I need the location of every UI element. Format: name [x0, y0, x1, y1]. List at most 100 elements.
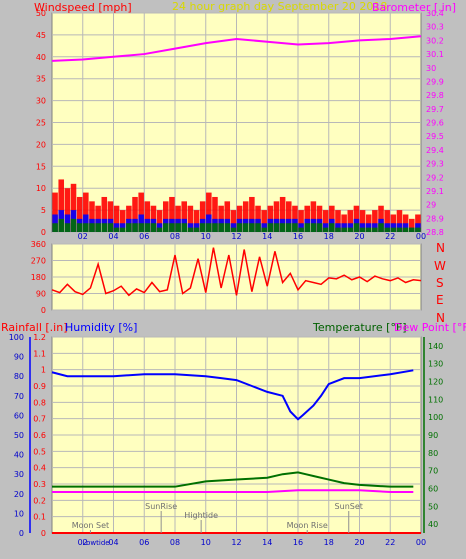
- wind-bar: [76, 223, 83, 232]
- wind-x-tick-label: 14: [262, 232, 272, 241]
- barometer-tick-label: 30.3: [426, 23, 444, 32]
- wind-bar: [390, 214, 397, 232]
- rainfall-axis-title: Rainfall [.in]: [1, 321, 68, 334]
- wind-bar: [279, 223, 286, 232]
- wind-x-tick-label: 02: [78, 232, 88, 241]
- wind-bar: [119, 227, 126, 232]
- barometer-tick-label: 29.6: [426, 119, 444, 128]
- temp-x-tick-label: 04: [108, 538, 118, 547]
- barometer-tick-label: 29.8: [426, 91, 444, 100]
- wind-bar: [52, 192, 58, 232]
- direction-label-s: S: [436, 276, 444, 290]
- wind-tick-label: 10: [36, 184, 46, 193]
- wind-bar: [415, 227, 421, 232]
- wind-bar: [89, 223, 95, 232]
- annotation-label: SunRise: [145, 502, 177, 511]
- wind-bar: [390, 227, 397, 232]
- wind-bar: [384, 210, 390, 232]
- temp-x-tick-label: 00: [416, 538, 426, 547]
- wind-bar: [144, 201, 151, 232]
- rain-tick-label: 0.9: [33, 382, 46, 391]
- wind-tick-label: 45: [36, 31, 46, 40]
- wind-tick-label: 20: [36, 140, 46, 149]
- temp-tick-label: 100: [428, 413, 443, 422]
- wind-bar: [70, 218, 77, 232]
- wind-bar: [372, 227, 378, 232]
- axis-labels: 0510152025303540455028.828.92929.129.229…: [9, 9, 444, 547]
- wind-x-tick-label: 06: [139, 232, 149, 241]
- wind-bar: [409, 218, 415, 232]
- rain-tick-label: 1.2: [33, 333, 46, 342]
- wind-bar: [107, 201, 114, 232]
- wind-series-average: [52, 218, 421, 232]
- wind-bar: [101, 196, 108, 232]
- wind-tick-label: 0: [41, 228, 46, 237]
- wind-bar: [415, 214, 421, 232]
- barometer-tick-label: 29.3: [426, 160, 444, 169]
- wind-bar: [76, 196, 83, 232]
- temp-x-tick-label: 14: [262, 538, 272, 547]
- wind-bar: [304, 223, 310, 232]
- temp-tick-label: 130: [428, 360, 443, 369]
- barometer-tick-label: 30.2: [426, 36, 444, 45]
- wind-bar: [341, 214, 347, 232]
- wind-bar: [113, 205, 120, 232]
- chart-marks: [51, 35, 422, 534]
- wind-x-tick-label: 20: [354, 232, 364, 241]
- wind-bar: [255, 223, 261, 232]
- wind-axis-title: Windspeed [mph]: [34, 1, 132, 14]
- wind-bar: [310, 201, 317, 232]
- temp-tick-label: 50: [428, 502, 438, 511]
- direction-label-e: E: [436, 293, 444, 307]
- wind-bar: [267, 223, 274, 232]
- humidity-tick-label: 40: [14, 451, 24, 460]
- wind-bar: [52, 223, 58, 232]
- wind-bar: [132, 223, 138, 232]
- barometer-line: [51, 35, 422, 62]
- direction-label-n-bottom: N: [436, 311, 445, 325]
- direction-label-w: W: [434, 259, 446, 273]
- wind-bar: [347, 210, 354, 232]
- series-line-humidity-: [51, 369, 414, 421]
- wind-bar: [359, 210, 366, 232]
- humidity-axis-title: Humidity [%]: [65, 321, 137, 334]
- wind-bar: [409, 227, 415, 232]
- temp-x-tick-label: 16: [293, 538, 303, 547]
- wind-bar: [58, 179, 64, 232]
- humidity-tick-label: 60: [14, 411, 24, 420]
- wind-bar: [187, 227, 194, 232]
- lowtide-label: Lowtide: [82, 539, 109, 547]
- wind-bar: [150, 223, 157, 232]
- barometer-tick-label: 29.1: [426, 187, 444, 196]
- wind-bar: [236, 223, 243, 232]
- wind-tick-label: 15: [36, 162, 46, 171]
- wind-bar: [402, 214, 409, 232]
- wind-bar: [335, 227, 341, 232]
- wind-bar: [206, 214, 212, 232]
- temp-tick-label: 120: [428, 378, 443, 387]
- rain-tick-label: 0.4: [33, 464, 46, 473]
- humidity-tick-label: 80: [14, 372, 24, 381]
- wind-tick-label: 40: [36, 53, 46, 62]
- barometer-tick-label: 29.4: [426, 146, 444, 155]
- wind-bar: [242, 201, 249, 232]
- wind-bar: [95, 223, 101, 232]
- temp-x-tick-label: 10: [201, 538, 211, 547]
- wind-bar: [83, 214, 89, 232]
- wind-bar: [156, 227, 163, 232]
- wind-x-tick-label: 10: [201, 232, 211, 241]
- wind-bar: [163, 201, 169, 232]
- wind-bar: [396, 227, 403, 232]
- wind-bar: [347, 227, 354, 232]
- wind-bar: [230, 227, 237, 232]
- wind-bar: [242, 223, 249, 232]
- annotation-label: Moon Rise: [287, 521, 328, 530]
- wind-bar: [175, 223, 181, 232]
- wind-x-tick-label: 00: [416, 232, 426, 241]
- wind-bar: [322, 227, 329, 232]
- wind-bar: [101, 223, 108, 232]
- rain-tick-label: 0.2: [33, 496, 46, 505]
- wind-bar: [199, 201, 206, 232]
- wind-bar: [181, 201, 187, 232]
